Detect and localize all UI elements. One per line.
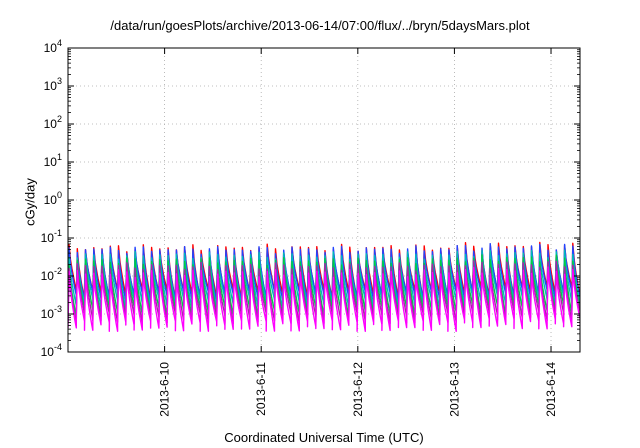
x-tick-label: 2013-6-14 bbox=[544, 362, 558, 417]
y-tick-label: 100 bbox=[44, 190, 62, 207]
x-axis-label: Coordinated Universal Time (UTC) bbox=[224, 430, 424, 445]
x-tick-label: 2013-6-13 bbox=[447, 362, 461, 417]
y-tick-label: 102 bbox=[44, 114, 62, 131]
y-tick-label: 10-2 bbox=[41, 266, 62, 283]
y-tick-label: 101 bbox=[44, 152, 62, 169]
x-tick-label: 2013-6-12 bbox=[351, 362, 365, 417]
chart-title: /data/run/goesPlots/archive/2013-06-14/0… bbox=[110, 18, 530, 33]
y-tick-label: 103 bbox=[44, 76, 62, 93]
y-tick-label: 10-3 bbox=[41, 304, 62, 321]
y-tick-label: 10-1 bbox=[41, 228, 62, 245]
x-tick-label: 2013-6-11 bbox=[254, 362, 268, 416]
x-tick-label: 2013-6-10 bbox=[158, 362, 172, 417]
tick-group bbox=[68, 47, 580, 353]
series-group bbox=[68, 241, 580, 332]
series-line-6 bbox=[68, 266, 580, 332]
y-tick-label: 10-4 bbox=[41, 342, 62, 359]
y-tick-label: 104 bbox=[44, 38, 62, 55]
tick-label-group: 104 103 102 101 100 10-1 10-2 10-3 10-4 2013-6-10… bbox=[41, 38, 558, 417]
